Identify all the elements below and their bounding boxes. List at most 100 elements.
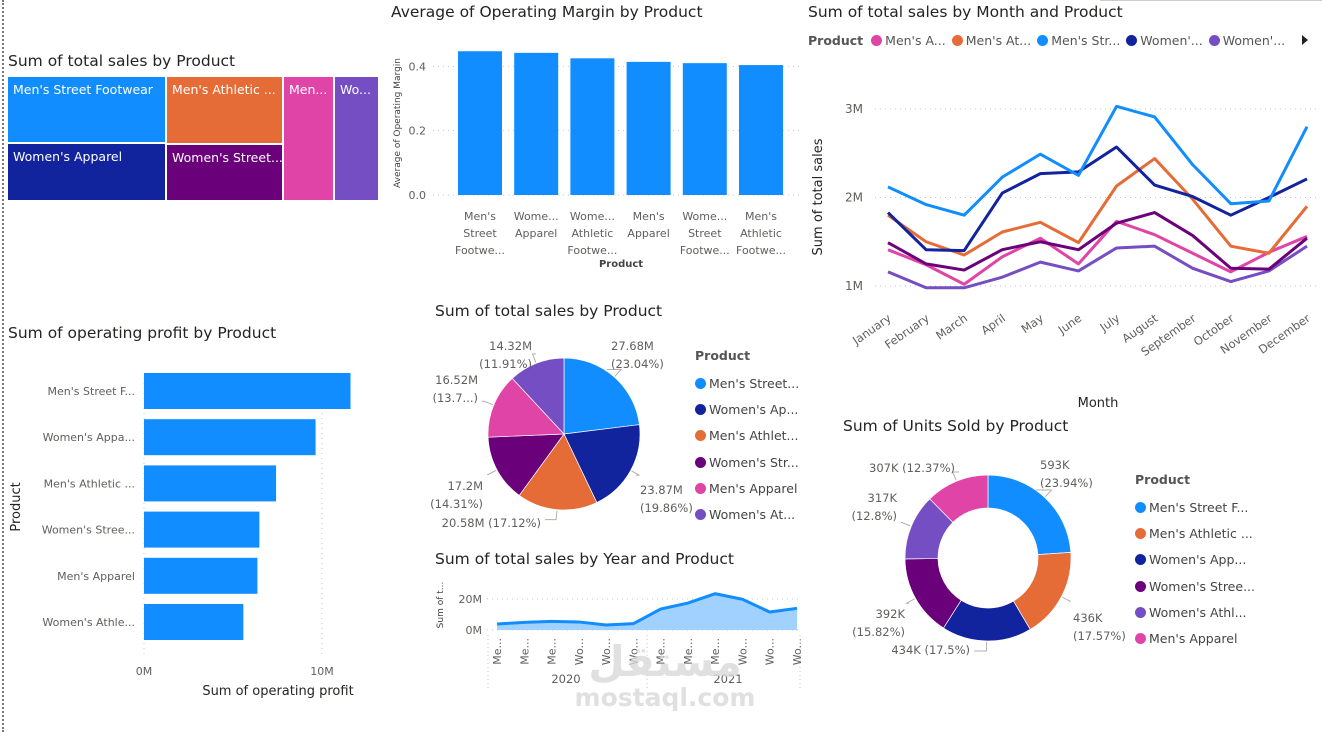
legend-item[interactable]: Men's At... [951, 33, 1031, 48]
x-tick-label: Wome... [514, 210, 559, 223]
x-tick-label: Footwe... [567, 244, 617, 257]
pie-legend: Product Men's Street... Women's Ap... Men'… [695, 348, 799, 528]
legend-item[interactable]: Women's Athl... [1135, 599, 1255, 625]
slice[interactable] [487, 433, 565, 496]
y-tick-label: 0.0 [409, 189, 427, 202]
leader-line [607, 369, 623, 377]
treemap-cell-mens-athletic[interactable]: Men's Athletic ... [166, 76, 283, 144]
series-line[interactable] [887, 157, 1309, 257]
leader-line [482, 400, 493, 406]
legend-next-arrow-icon[interactable] [1302, 35, 1308, 45]
y-tick-label: 0.4 [409, 60, 427, 73]
legend-item[interactable]: Men's Athlet... [695, 423, 799, 449]
bar[interactable] [144, 465, 277, 502]
legend-title: Product [695, 348, 751, 363]
treemap-cell-mens-street-footwear[interactable]: Men's Street Footwear [7, 76, 166, 143]
bar[interactable] [682, 63, 727, 196]
slice[interactable] [518, 433, 598, 511]
legend-dot-icon [1135, 606, 1146, 618]
legend-item[interactable]: Men's Apparel [695, 475, 799, 501]
slice[interactable] [511, 357, 565, 435]
legend-label: Men's Athlet... [709, 428, 799, 444]
x-tick-label: Wome... [682, 210, 727, 223]
y-tick-label: 1M [845, 279, 863, 293]
data-label: (14.31%) [430, 497, 483, 511]
legend-dot-icon [1037, 35, 1049, 46]
y-tick-label: 0M [466, 624, 483, 637]
treemap-cell-womens-athletic[interactable]: Wo... [334, 76, 379, 201]
data-label: (19.86%) [640, 501, 693, 515]
series-line[interactable] [887, 244, 1308, 290]
legend-item[interactable]: Women's At... [695, 501, 799, 527]
series-line[interactable] [496, 592, 798, 627]
slice[interactable] [563, 424, 641, 504]
legend-item[interactable]: Women's Stree... [1135, 573, 1255, 599]
legend-dot-icon [1135, 554, 1146, 566]
legend-dot-icon [1208, 35, 1220, 46]
y-tick-label: 0.2 [409, 125, 427, 138]
bar[interactable] [570, 58, 615, 195]
donut-chart-title: Sum of Units Sold by Product [843, 417, 1069, 435]
series-line[interactable] [887, 104, 1309, 217]
data-label: 14.32M [489, 339, 532, 353]
x-tick-label: Me... [682, 638, 695, 665]
series-line[interactable] [887, 211, 1308, 272]
series-line[interactable] [886, 145, 1308, 253]
legend-label: Men's Street... [709, 375, 800, 391]
data-label: 593K [1040, 458, 1070, 472]
data-label: (11.91%) [479, 357, 532, 371]
bar[interactable] [458, 51, 502, 196]
legend-dot-icon [1135, 527, 1146, 539]
bar[interactable] [144, 419, 316, 456]
legend-item[interactable]: Men's Apparel [1135, 625, 1255, 651]
legend-item[interactable]: Women's App... [1135, 547, 1255, 573]
legend-label: Women'... [1140, 33, 1203, 48]
legend-item[interactable]: Women's Ap... [695, 396, 799, 422]
slice[interactable] [487, 377, 565, 438]
data-label: (23.94%) [1040, 476, 1093, 490]
legend-label: Men's Athletic ... [1149, 525, 1253, 541]
yearly-chart-title: Sum of total sales by Year and Product [435, 550, 734, 568]
units-donut-chart: 593K (23.94%) 436K (17.57%) 434K (17.5%) 392K… [851, 458, 1125, 657]
treemap-cell-womens-apparel[interactable]: Women's Apparel [7, 143, 166, 201]
legend-dot-icon [1126, 35, 1138, 46]
x-axis-title: Product [599, 259, 643, 270]
treemap-cell-womens-street[interactable]: Women's Street... [166, 144, 283, 201]
bar[interactable] [144, 557, 258, 594]
x-tick-label: Athletic [571, 227, 613, 240]
y-tick-label: Women's Athle... [42, 616, 135, 629]
treemap-cell-mens-apparel[interactable]: Men... [283, 76, 334, 201]
bar[interactable] [144, 604, 244, 640]
x-tick-label: Wo... [600, 638, 613, 665]
slice[interactable] [929, 474, 989, 523]
legend-item[interactable]: Men's A... [871, 33, 946, 48]
pie-chart-title: Sum of total sales by Product [435, 302, 663, 320]
bar[interactable] [626, 61, 671, 195]
yearly-area-chart: 0M 20M Me... Me... Me... Wo... Wo... Wo... Me...… [436, 582, 804, 690]
legend-item[interactable]: Men's Street F... [1135, 494, 1255, 520]
legend-item[interactable]: Men's Athletic ... [1135, 520, 1255, 546]
data-label: 436K [1073, 611, 1103, 625]
canvas-top-edge [1100, 0, 1322, 1]
y-tick-label: Men's Apparel [57, 570, 135, 583]
slice[interactable] [563, 357, 640, 435]
legend-item[interactable]: Women's Str... [695, 449, 799, 475]
group-label: 2020 [551, 672, 580, 686]
legend-label: Men's Str... [1051, 33, 1121, 48]
legend-item[interactable]: Women'... [1208, 33, 1285, 48]
y-axis-title: Average of Operating Margin [393, 58, 403, 188]
bar[interactable] [514, 52, 559, 195]
legend-item[interactable]: Men's Str... [1037, 33, 1120, 48]
bar[interactable] [144, 373, 351, 409]
bar[interactable] [144, 511, 260, 548]
bar[interactable] [739, 65, 783, 195]
series-line[interactable] [887, 219, 1308, 286]
leader-line [1062, 596, 1071, 602]
x-tick-label: Footwe... [736, 244, 786, 257]
legend-item[interactable]: Men's Street... [695, 370, 799, 396]
y-axis-title: Sum of total sales [811, 138, 826, 255]
x-tick-label: March [933, 311, 970, 343]
legend-label: Women's Stree... [1149, 578, 1255, 594]
x-tick-label: Wo... [627, 638, 640, 665]
legend-item[interactable]: Women'... [1126, 33, 1203, 48]
